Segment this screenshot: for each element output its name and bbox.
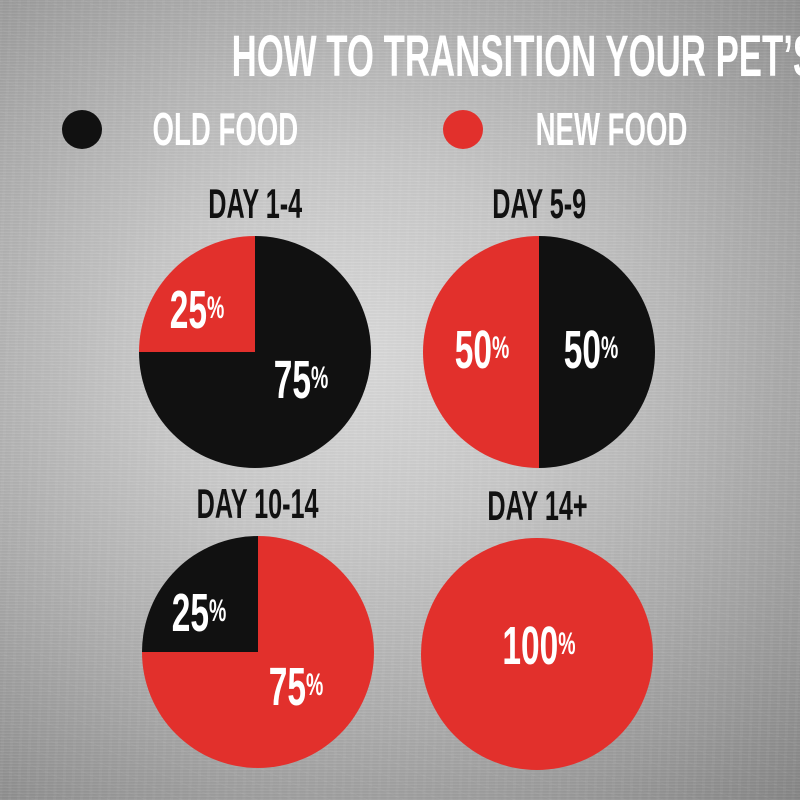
chart-title-day-5-9: DAY 5-9	[492, 180, 586, 227]
legend-item-new-food: NEW FOOD	[442, 103, 738, 155]
legend-label-old-food: OLD FOOD	[152, 103, 299, 155]
chart-cell-day-1-4: DAY 1-4 25% 75%	[139, 183, 371, 468]
chart-title-day-1-4: DAY 1-4	[208, 180, 302, 227]
slice-label-old-food-50: 50%	[563, 319, 619, 380]
page-title: HOW TO TRANSITION YOUR PET’S FOOD	[0, 28, 800, 86]
page-title-text: HOW TO TRANSITION YOUR PET’S FOOD	[231, 24, 800, 89]
chart-title-day-10-14: DAY 10-14	[197, 480, 319, 527]
percent-sign: %	[306, 666, 324, 702]
slice-label-new-food-50: 50%	[454, 319, 510, 380]
chart-cell-day-14-plus: DAY 14+ 100%	[421, 485, 653, 770]
percent-sign: %	[492, 329, 510, 365]
slice-label-new-food-75: 75%	[269, 656, 324, 717]
slice-label-new-food-25: 25%	[169, 280, 225, 341]
percent-sign: %	[208, 592, 227, 628]
new-food-swatch-icon	[442, 109, 483, 149]
legend-item-old-food: OLD FOOD	[62, 106, 347, 152]
chart-cell-day-10-14: DAY 10-14 25% 75%	[142, 483, 374, 768]
slice-label-old-food-75: 75%	[274, 349, 329, 410]
pie-chart-day-10-14: 25% 75%	[142, 536, 374, 768]
chart-cell-day-5-9: DAY 5-9 50% 50%	[423, 183, 655, 468]
chart-title-day-14-plus: DAY 14+	[486, 482, 588, 529]
legend: OLD FOOD NEW FOOD	[0, 105, 800, 153]
percent-sign: %	[558, 625, 576, 661]
slice-label-new-food-100: 100%	[502, 615, 576, 676]
percent-sign: %	[206, 290, 225, 326]
percent-sign: %	[311, 359, 329, 395]
pie-chart-day-14-plus: 100%	[421, 538, 653, 770]
old-food-swatch-icon	[62, 109, 103, 149]
pie-chart-day-1-4: 25% 75%	[139, 236, 371, 468]
percent-sign: %	[601, 329, 619, 365]
legend-label-new-food: NEW FOOD	[535, 103, 688, 155]
pie-chart-day-5-9: 50% 50%	[423, 236, 655, 468]
slice-label-old-food-25: 25%	[171, 582, 227, 643]
